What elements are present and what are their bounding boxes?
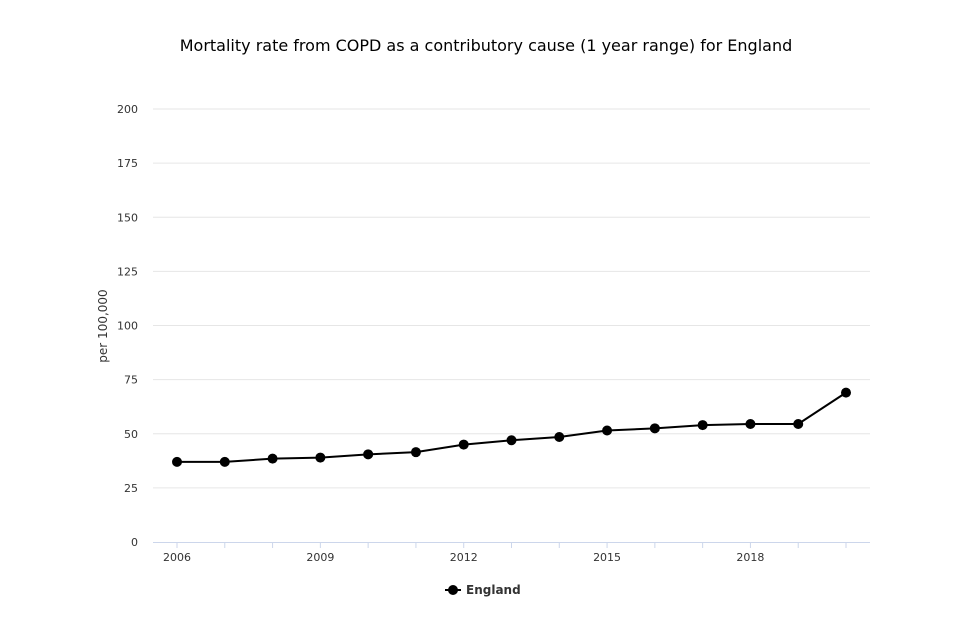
data-point-2015 [602,425,613,436]
y-axis-title: per 100,000 [96,289,110,362]
data-point-2007 [219,456,230,467]
x-tick-label-2018: 2018 [736,551,764,564]
legend-label-england: England [466,583,521,597]
data-point-2014 [554,431,565,442]
y-tick-label-150: 150 [117,211,138,224]
series-england [172,387,851,467]
x-axis-ticks: 2006 2009 2012 2015 2018 [163,551,764,564]
y-tick-label-175: 175 [117,157,138,170]
x-tick-label-2012: 2012 [450,551,478,564]
data-point-2012 [458,439,469,450]
x-tick-label-2015: 2015 [593,551,621,564]
y-tick-label-50: 50 [124,428,138,441]
data-point-2013 [506,435,517,446]
data-point-2018 [745,419,756,430]
chart-title: Mortality rate from COPD as a contributo… [180,36,793,55]
data-point-2016 [649,423,660,434]
gridlines [153,108,870,489]
data-point-2010 [363,449,374,460]
data-point-2011 [410,447,421,458]
y-axis-ticks: 0 25 50 75 100 125 150 175 200 [117,103,138,549]
x-tick-label-2009: 2009 [306,551,334,564]
data-point-2008 [267,453,278,464]
y-tick-label-75: 75 [124,374,138,387]
y-tick-label-125: 125 [117,265,138,278]
data-point-2019 [793,419,804,430]
y-tick-label-200: 200 [117,103,138,116]
legend[interactable]: England [445,583,521,597]
y-tick-label-100: 100 [117,320,138,333]
legend-marker [448,585,458,595]
data-point-2009 [315,452,326,463]
x-axis [153,542,870,548]
data-point-2020 [841,387,851,398]
y-tick-label-25: 25 [124,482,138,495]
series-line-england [177,391,847,463]
x-tick-label-2006: 2006 [163,551,191,564]
y-tick-label-0: 0 [131,536,138,549]
data-point-2006 [172,456,182,467]
data-point-2017 [697,420,708,431]
